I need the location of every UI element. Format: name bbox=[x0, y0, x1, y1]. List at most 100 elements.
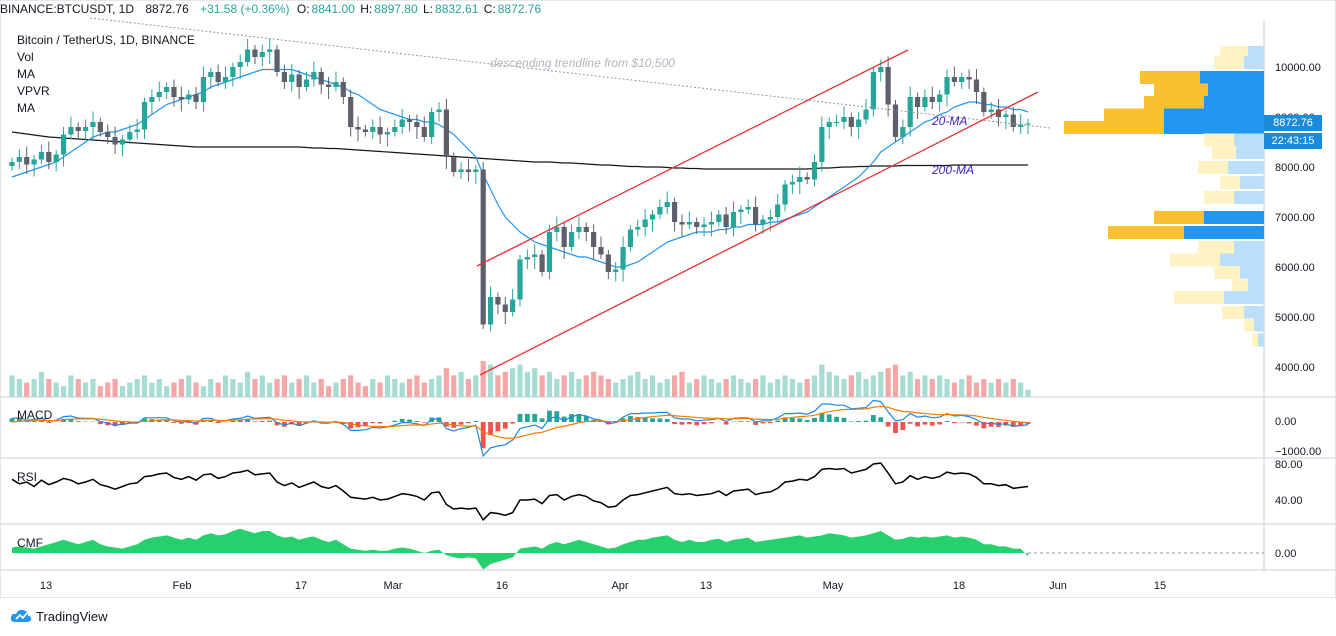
volume-bar bbox=[782, 375, 788, 397]
volume-bar bbox=[311, 382, 317, 397]
volume-bar bbox=[230, 379, 236, 397]
volume-bar bbox=[267, 382, 273, 397]
macd-histogram-bar bbox=[502, 422, 508, 429]
vpvr-buy-bar bbox=[1248, 278, 1264, 292]
volume-bar bbox=[208, 379, 214, 397]
macd-histogram-bar bbox=[539, 418, 545, 422]
symbol-label[interactable]: BINANCE:BTCUSDT, 1D bbox=[0, 2, 135, 16]
candle-body bbox=[333, 82, 339, 87]
candle-body bbox=[723, 214, 729, 227]
macd-histogram-bar bbox=[767, 422, 773, 424]
macd-histogram-bar bbox=[709, 422, 714, 424]
volume-bar bbox=[178, 379, 184, 397]
macd-histogram-bar bbox=[46, 422, 52, 423]
vpvr-buy-bar bbox=[1248, 46, 1264, 59]
volume-bar bbox=[598, 375, 604, 397]
candle-body bbox=[937, 94, 943, 102]
time-tick: Jun bbox=[1049, 580, 1067, 592]
candle-body bbox=[951, 77, 957, 82]
candle-body bbox=[848, 117, 854, 127]
macd-histogram-bar bbox=[296, 422, 302, 426]
candle-body bbox=[274, 49, 280, 72]
legend-ma2[interactable]: MA bbox=[17, 101, 35, 115]
volume-bar bbox=[1025, 389, 1031, 397]
volume-bar bbox=[451, 375, 457, 397]
legend-vpvr[interactable]: VPVR bbox=[17, 84, 50, 98]
macd-histogram-bar bbox=[97, 422, 103, 425]
candle-body bbox=[657, 207, 663, 215]
volume-bar bbox=[591, 371, 597, 397]
candle-body bbox=[672, 202, 678, 222]
candle-body bbox=[252, 49, 258, 57]
candle-body bbox=[355, 127, 361, 130]
macd-histogram-bar bbox=[664, 419, 670, 422]
tradingview-logo[interactable]: TradingView bbox=[10, 608, 108, 624]
channel-upper-line bbox=[476, 49, 909, 267]
volume-bar bbox=[186, 375, 192, 397]
macd-histogram-bar bbox=[480, 422, 486, 449]
candle-body bbox=[171, 87, 177, 97]
volume-bar bbox=[966, 375, 972, 397]
volume-bar bbox=[642, 379, 648, 397]
macd-tick: −1000.00 bbox=[1275, 446, 1321, 458]
candle-body bbox=[1003, 114, 1009, 117]
volume-bar bbox=[119, 386, 126, 397]
volume-bar bbox=[384, 375, 391, 397]
volume-bar bbox=[31, 379, 37, 397]
volume-bar bbox=[797, 382, 803, 397]
candle-body bbox=[60, 134, 67, 155]
close-label: C: bbox=[483, 2, 496, 16]
candle-body bbox=[222, 77, 229, 82]
macd-histogram-bar bbox=[68, 418, 74, 422]
volume-bar bbox=[429, 379, 435, 397]
macd-histogram-bar bbox=[635, 417, 641, 422]
macd-histogram-bar bbox=[878, 417, 884, 422]
macd-histogram-bar bbox=[966, 422, 972, 424]
volume-bar bbox=[9, 375, 15, 397]
candle-body bbox=[627, 229, 634, 247]
candle-body bbox=[730, 212, 737, 227]
volume-bar bbox=[289, 382, 295, 397]
candle-body bbox=[384, 132, 391, 135]
close-value: 8872.76 bbox=[497, 2, 542, 16]
legend-ma[interactable]: MA bbox=[17, 67, 35, 81]
macd-histogram-bar bbox=[841, 417, 847, 422]
macd-histogram-bar bbox=[804, 419, 810, 422]
macd-histogram-bar bbox=[657, 418, 663, 422]
macd-pane bbox=[9, 399, 1031, 458]
macd-histogram-bar bbox=[826, 414, 832, 422]
macd-histogram-bar bbox=[120, 422, 125, 425]
legend-title: Bitcoin / TetherUS, 1D, BINANCE bbox=[17, 33, 195, 47]
time-tick: May bbox=[823, 580, 844, 592]
volume-bar bbox=[274, 379, 280, 397]
macd-histogram-bar bbox=[797, 418, 803, 422]
candle-body bbox=[149, 97, 155, 102]
candle-body bbox=[863, 109, 869, 120]
volume-bar bbox=[215, 382, 221, 397]
macd-histogram-bar bbox=[532, 413, 538, 422]
candle-body bbox=[892, 104, 899, 137]
ma200-line bbox=[11, 131, 1028, 170]
candle-body bbox=[348, 97, 354, 127]
volume-bar bbox=[848, 375, 854, 397]
volume-bar bbox=[24, 382, 30, 397]
volume-bar bbox=[355, 382, 361, 397]
change-value: +31.58 (+0.36%) bbox=[200, 2, 290, 16]
price-chart[interactable]: 10000.009000.008000.007000.006000.005000… bbox=[0, 0, 1336, 598]
candle-body bbox=[303, 79, 310, 87]
macd-histogram-bar bbox=[900, 422, 906, 431]
price-tick: 5000.00 bbox=[1275, 312, 1315, 324]
candle-body bbox=[760, 219, 766, 225]
volume-bar bbox=[819, 364, 825, 397]
candle-body bbox=[244, 49, 251, 62]
low-label: L: bbox=[423, 2, 434, 16]
macd-histogram-bar bbox=[753, 422, 758, 425]
macd-line bbox=[11, 399, 1029, 458]
legend-vol[interactable]: Vol bbox=[17, 50, 34, 64]
high-label: H: bbox=[360, 2, 373, 16]
time-tick: Feb bbox=[173, 580, 192, 592]
macd-histogram-bar bbox=[583, 416, 589, 422]
volume-bar bbox=[340, 379, 346, 397]
candle-body bbox=[38, 152, 45, 160]
volume-bar bbox=[576, 379, 582, 397]
